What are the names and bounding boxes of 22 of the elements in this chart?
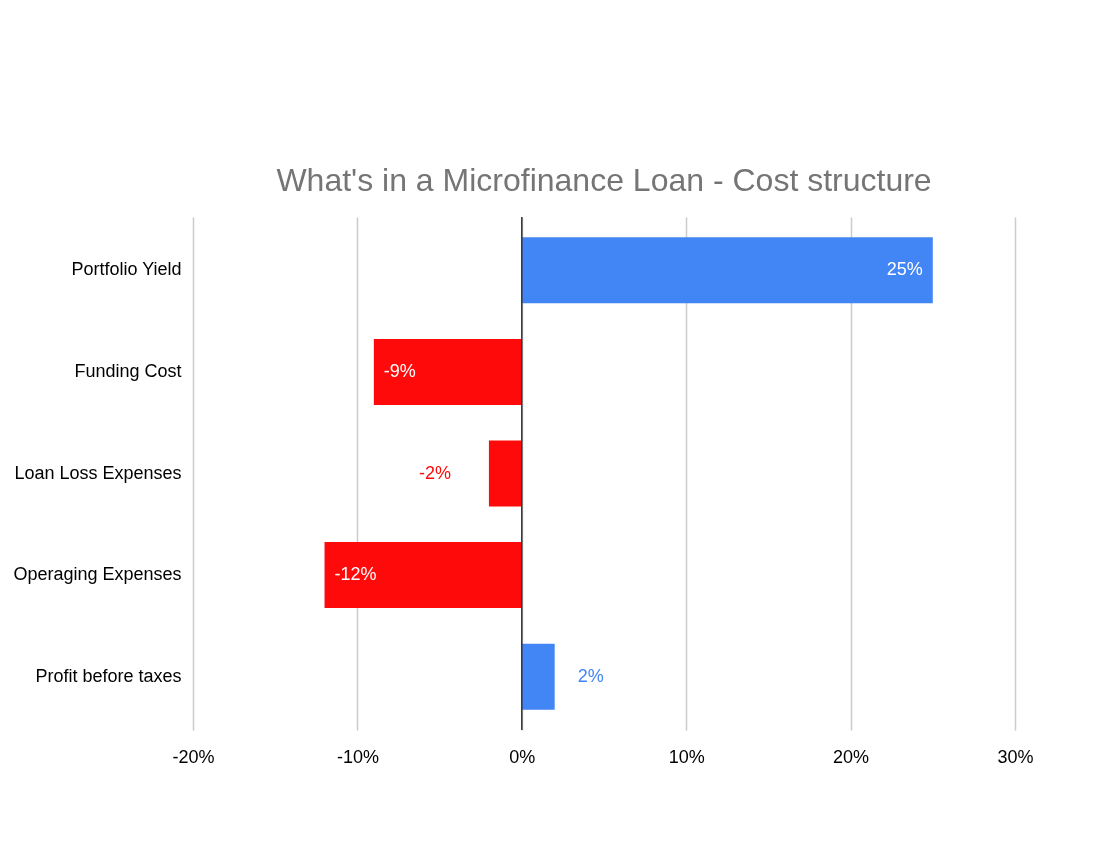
data-label: 2% [577, 665, 604, 686]
y-tick-label: Profit before taxes [35, 665, 182, 686]
data-label: -12% [334, 564, 377, 585]
bar [488, 440, 522, 507]
x-tick-label: 0% [509, 746, 536, 767]
data-label: 25% [886, 259, 923, 280]
data-label: -2% [418, 462, 451, 483]
y-tick-label: Funding Cost [74, 360, 182, 381]
x-tick-label: -10% [336, 746, 379, 767]
x-tick-label: 10% [668, 746, 705, 767]
chart-title: What's in a Microfinance Loan - Cost structure [276, 162, 932, 199]
y-tick-label: Operaging Expenses [13, 564, 182, 585]
bar [373, 338, 522, 405]
data-label: -9% [383, 360, 416, 381]
bar [521, 237, 933, 304]
x-tick-label: -20% [172, 746, 215, 767]
bar [521, 643, 555, 710]
x-tick-label: 20% [833, 746, 870, 767]
bar [324, 542, 522, 609]
y-tick-label: Portfolio Yield [71, 259, 182, 280]
x-tick-label: 30% [997, 746, 1034, 767]
y-tick-label: Loan Loss Expenses [14, 462, 182, 483]
